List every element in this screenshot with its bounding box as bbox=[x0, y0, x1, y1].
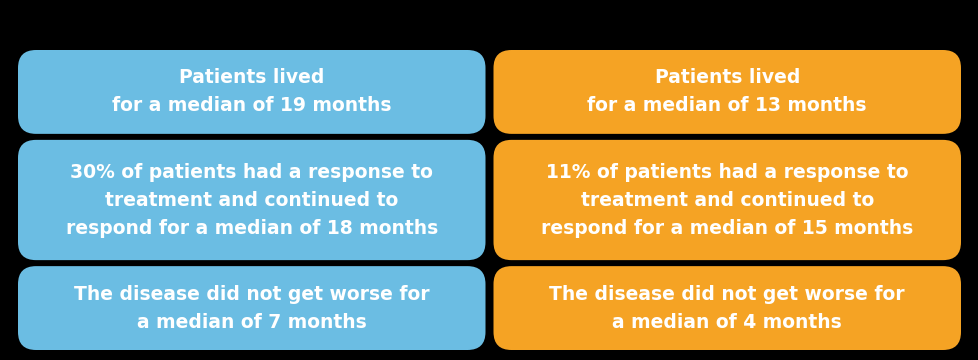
Text: 30% of patients had a response to
treatment and continued to
respond for a media: 30% of patients had a response to treatm… bbox=[66, 162, 437, 238]
Text: 11% of patients had a response to
treatment and continued to
respond for a media: 11% of patients had a response to treatm… bbox=[541, 162, 912, 238]
Text: The disease did not get worse for
a median of 7 months: The disease did not get worse for a medi… bbox=[74, 284, 429, 332]
FancyBboxPatch shape bbox=[18, 266, 485, 350]
Text: The disease did not get worse for
a median of 4 months: The disease did not get worse for a medi… bbox=[549, 284, 904, 332]
FancyBboxPatch shape bbox=[493, 50, 960, 134]
Text: Patients lived
for a median of 19 months: Patients lived for a median of 19 months bbox=[111, 68, 391, 116]
FancyBboxPatch shape bbox=[18, 140, 485, 260]
FancyBboxPatch shape bbox=[18, 50, 485, 134]
FancyBboxPatch shape bbox=[493, 266, 960, 350]
FancyBboxPatch shape bbox=[493, 140, 960, 260]
Text: Patients lived
for a median of 13 months: Patients lived for a median of 13 months bbox=[587, 68, 867, 116]
